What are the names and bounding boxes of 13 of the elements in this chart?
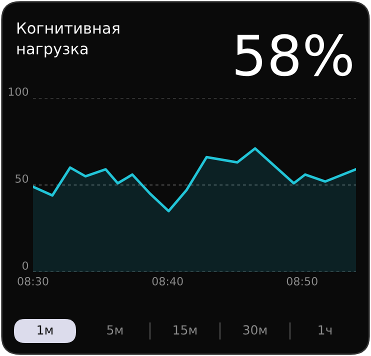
x-tick-label: 08:30 <box>18 277 48 286</box>
text: 5м <box>107 325 123 335</box>
chart-title: Когнитивная нагрузка <box>17 22 120 58</box>
y-tick-label: 50 <box>16 174 28 183</box>
y-tick-label: 0 <box>22 261 28 270</box>
text: 58% <box>236 34 352 76</box>
y-tick-label: 100 <box>8 87 28 96</box>
text: 30м <box>243 325 267 335</box>
text: 15м <box>174 325 197 335</box>
x-tick-label: 08:50 <box>286 277 318 286</box>
text: 1ч <box>318 325 332 334</box>
x-tick-label: 08:40 <box>152 277 183 286</box>
text: 1м <box>38 325 53 334</box>
